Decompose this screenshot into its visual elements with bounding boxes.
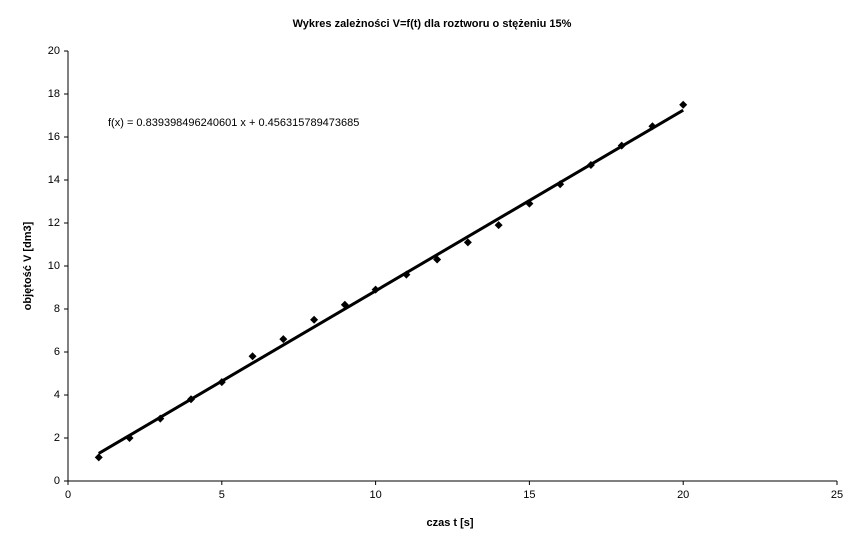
trendline xyxy=(98,108,684,455)
trendline-equation: f(x) = 0.839398496240601 x + 0.456315789… xyxy=(108,117,359,129)
data-point xyxy=(125,434,134,442)
y-tick-label: 4 xyxy=(54,389,60,401)
y-tick-label: 2 xyxy=(54,432,60,444)
x-tick-label: 0 xyxy=(65,489,71,501)
data-point xyxy=(433,255,442,264)
y-tick-label: 10 xyxy=(48,260,60,272)
data-point xyxy=(617,141,626,150)
data-point xyxy=(187,395,196,404)
data-point xyxy=(156,414,165,423)
data-point xyxy=(463,238,472,247)
data-point xyxy=(556,180,565,189)
y-tick-label: 12 xyxy=(48,217,60,229)
data-point xyxy=(648,122,657,131)
data-point xyxy=(340,300,349,309)
x-axis-title: czas t [s] xyxy=(426,517,473,529)
data-point xyxy=(217,378,226,387)
y-tick-label: 18 xyxy=(48,88,60,100)
data-point xyxy=(494,221,503,230)
x-tick-label: 15 xyxy=(523,489,535,501)
data-point xyxy=(310,315,319,324)
data-point xyxy=(279,335,288,344)
data-point xyxy=(94,453,103,462)
chart-title: Wykres zależności V=f(t) dla roztworu o … xyxy=(293,18,572,30)
y-tick-label: 20 xyxy=(48,45,60,57)
y-tick-label: 16 xyxy=(48,131,60,143)
y-tick-label: 14 xyxy=(48,174,60,186)
data-point xyxy=(248,352,257,361)
data-point xyxy=(679,100,688,109)
data-point xyxy=(371,285,380,294)
x-tick-label: 5 xyxy=(219,489,225,501)
x-tick-label: 10 xyxy=(369,489,381,501)
y-tick-label: 0 xyxy=(54,475,60,487)
x-tick-label: 20 xyxy=(677,489,689,501)
y-axis-title: objętość V [dm3] xyxy=(22,221,34,310)
y-tick-label: 6 xyxy=(54,346,60,358)
data-point xyxy=(402,270,411,279)
x-tick-label: 25 xyxy=(831,489,843,501)
data-point xyxy=(525,199,534,208)
data-point xyxy=(586,160,595,169)
y-tick-label: 8 xyxy=(54,303,60,315)
